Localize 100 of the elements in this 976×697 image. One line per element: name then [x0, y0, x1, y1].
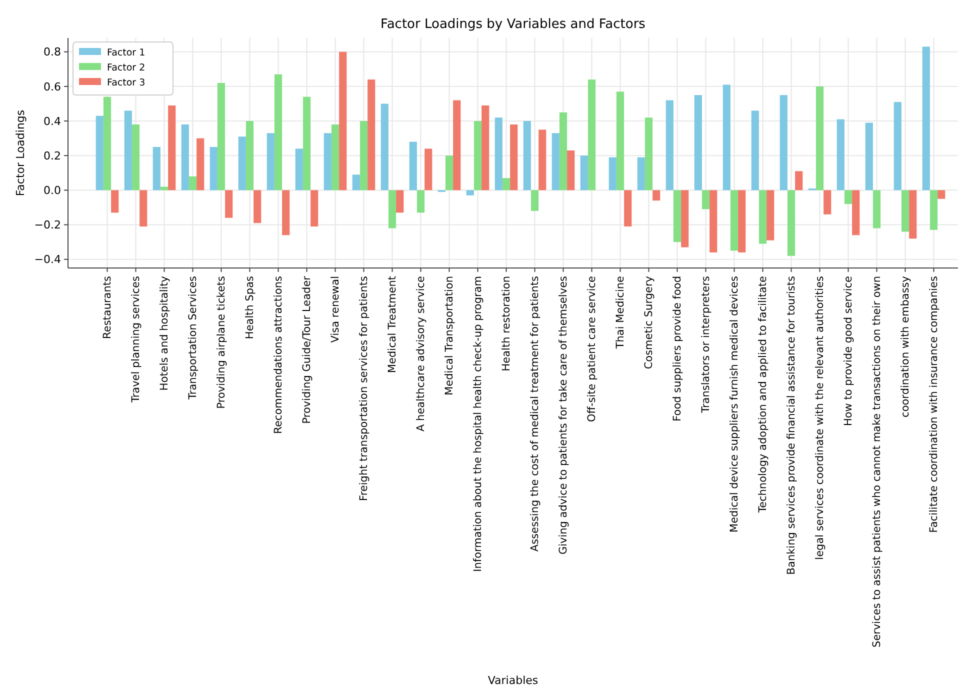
bar	[140, 190, 148, 226]
chart-title: Factor Loadings by Variables and Factors	[380, 17, 646, 32]
x-tick-label: A healthcare advisory service	[414, 276, 427, 432]
x-tick-label: Visa renewal	[329, 276, 342, 343]
bar	[124, 110, 132, 190]
bar	[616, 92, 624, 190]
x-tick-label: legal services coordinate with the relevant authorities	[814, 276, 826, 560]
bar	[111, 190, 119, 213]
y-tick-label: 0.2	[44, 149, 61, 162]
bar	[416, 190, 425, 213]
bar	[567, 150, 575, 190]
x-tick-label: Thai Medicine	[614, 276, 626, 350]
bar	[552, 133, 560, 190]
bar	[836, 119, 844, 190]
x-tick-label: Services to assist patients who cannot make transactions on their own	[870, 276, 883, 648]
bar	[702, 190, 710, 210]
bar	[758, 190, 767, 244]
bar	[894, 102, 902, 190]
bar	[310, 190, 318, 226]
bar	[852, 190, 860, 236]
bar	[168, 105, 176, 190]
bar	[751, 110, 759, 190]
x-tick-label: Food suppliers provide food	[671, 276, 684, 422]
bar	[787, 190, 796, 256]
bar	[474, 121, 482, 190]
bar	[466, 190, 474, 196]
x-axis-title: Variables	[488, 674, 538, 687]
bar	[494, 118, 502, 190]
bar	[666, 100, 674, 190]
bar	[217, 82, 226, 190]
x-tick-label: Recommendations attractions	[272, 276, 284, 434]
bar	[901, 190, 910, 232]
x-tick-label: Information about the hospital health check-up program	[472, 276, 484, 572]
x-tick-label: Medical Transportation	[443, 276, 456, 396]
bar	[766, 190, 774, 240]
bar	[254, 190, 262, 224]
y-axis-title: Factor Loadings	[14, 110, 27, 196]
bar	[738, 190, 746, 252]
bar	[396, 190, 404, 213]
bar	[722, 84, 730, 190]
bar	[181, 124, 189, 190]
x-tick-label: Health restoration	[500, 276, 512, 372]
x-tick-label: Technology adoption and applied to facilitate	[756, 276, 769, 514]
bar	[96, 116, 104, 190]
bar	[331, 124, 340, 190]
bar	[324, 133, 332, 190]
x-tick-label: Off-site patient care service	[586, 276, 598, 422]
bar	[210, 146, 218, 190]
bar	[103, 96, 112, 190]
bar	[673, 190, 682, 242]
bar	[424, 148, 432, 190]
bar	[538, 130, 546, 190]
x-tick-label: Freight transportation services for patients	[358, 276, 370, 501]
x-tick-label: Providing Guide/Tour Leader	[300, 275, 313, 424]
x-tick-label: Restaurants	[101, 276, 114, 339]
x-tick-label: Assessing the cost of medical treatment for patients	[528, 276, 541, 552]
bar	[559, 112, 568, 190]
bar	[160, 186, 168, 190]
x-tick-label: Giving advice to patients for take care of themselves	[557, 276, 570, 555]
y-tick-label: −0.4	[34, 253, 61, 266]
bar	[730, 190, 738, 251]
bar	[865, 122, 873, 190]
bar	[445, 156, 454, 190]
bar	[580, 156, 588, 190]
bar	[938, 190, 946, 199]
bar	[282, 190, 290, 236]
bar	[502, 178, 510, 190]
bar	[872, 190, 881, 228]
y-tick-label: −0.2	[34, 218, 61, 232]
bar	[510, 124, 518, 190]
bar	[844, 190, 852, 204]
bar	[274, 74, 282, 190]
x-tick-label: Translators or interpreters	[700, 276, 712, 414]
x-tick-label: Health Spas	[244, 276, 256, 340]
bar	[380, 104, 388, 190]
bar	[188, 176, 197, 190]
bar	[360, 121, 368, 190]
bar	[694, 95, 702, 190]
bar	[530, 190, 539, 211]
bar	[652, 190, 660, 201]
bar	[523, 121, 531, 190]
bar	[482, 105, 490, 190]
x-tick-label: Transportation Services	[186, 276, 199, 400]
bar	[295, 148, 303, 190]
bar	[152, 146, 160, 190]
bar	[339, 52, 347, 190]
bar	[930, 190, 938, 230]
bar	[302, 96, 311, 190]
bar	[780, 95, 788, 190]
bar	[453, 100, 461, 190]
x-tick-label: How to provide good service	[842, 276, 854, 426]
bar	[388, 190, 396, 228]
y-tick-label: 0.0	[44, 184, 61, 198]
bar	[710, 190, 718, 252]
bar	[196, 138, 204, 190]
bar	[795, 171, 803, 190]
x-tick-label: Travel planning services	[130, 276, 142, 404]
y-tick-label: 0.4	[44, 114, 61, 128]
bar	[922, 46, 930, 190]
bar	[644, 118, 653, 190]
